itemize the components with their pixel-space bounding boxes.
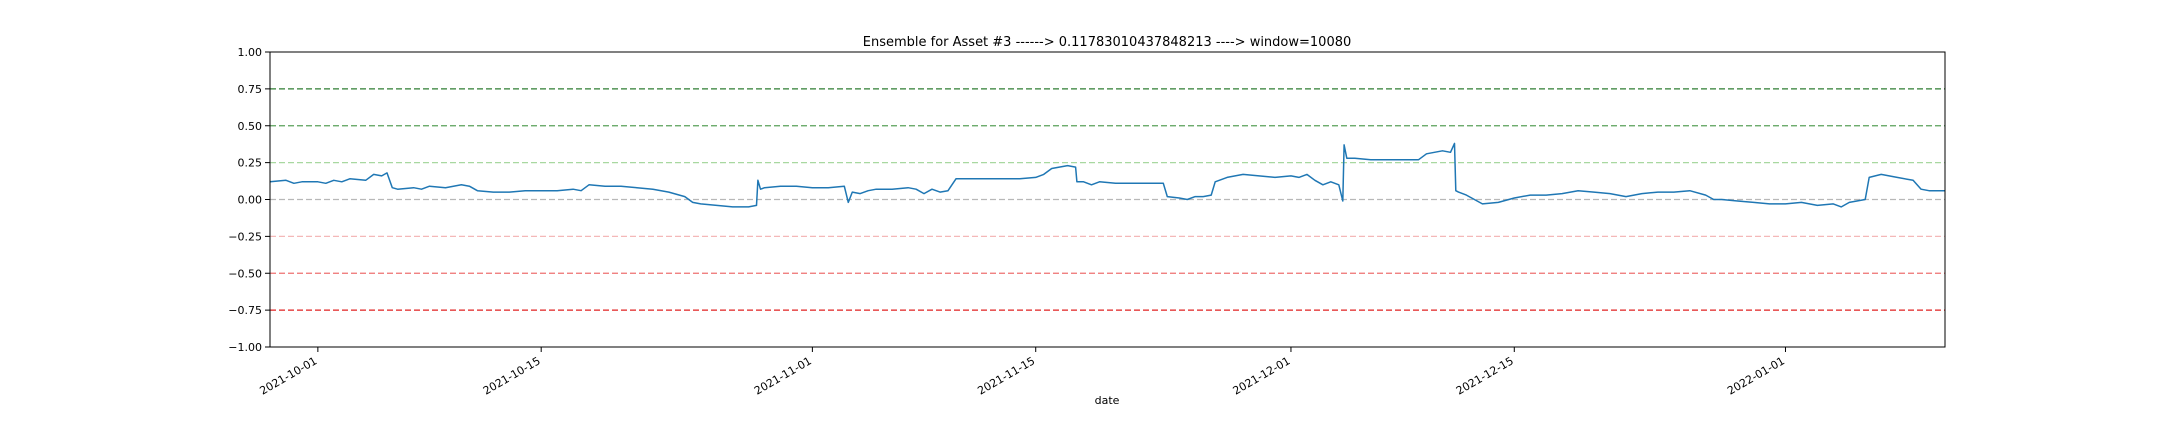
x-axis: 2021-10-01 2021-10-15 2021-11-01 2021-11-15…	[257, 347, 1787, 398]
series-line	[269, 142, 1945, 208]
x-tick-label: 2022-01-01	[1725, 354, 1787, 397]
x-tick-label: 2021-11-15	[975, 354, 1037, 397]
y-tick-label: −0.50	[228, 267, 262, 280]
series-layer	[269, 142, 1945, 208]
chart-title: Ensemble for Asset #3 ------> 0.11783010…	[863, 35, 1352, 50]
x-tick-label: 2021-12-01	[1231, 354, 1293, 397]
x-axis-label: date	[1095, 394, 1120, 407]
y-tick-label: −1.00	[228, 341, 262, 354]
y-tick-label: −0.25	[228, 230, 262, 243]
x-tick-label: 2021-12-15	[1454, 354, 1516, 397]
x-tick-label: 2021-11-01	[752, 354, 814, 397]
y-axis: 1.00 0.75 0.50 0.25 0.00 −0.25 −0.50 −0.75 −1.00	[228, 46, 270, 354]
y-tick-label: 0.25	[238, 157, 263, 170]
y-tick-label: 0.75	[238, 83, 263, 96]
x-tick-label: 2021-10-01	[257, 354, 319, 397]
y-tick-label: −0.75	[228, 304, 262, 317]
x-tick-label: 2021-10-15	[481, 354, 543, 397]
y-tick-label: 0.00	[238, 194, 263, 207]
reference-lines	[270, 88, 1945, 311]
y-tick-label: 1.00	[238, 46, 263, 59]
y-tick-label: 0.50	[238, 120, 263, 133]
